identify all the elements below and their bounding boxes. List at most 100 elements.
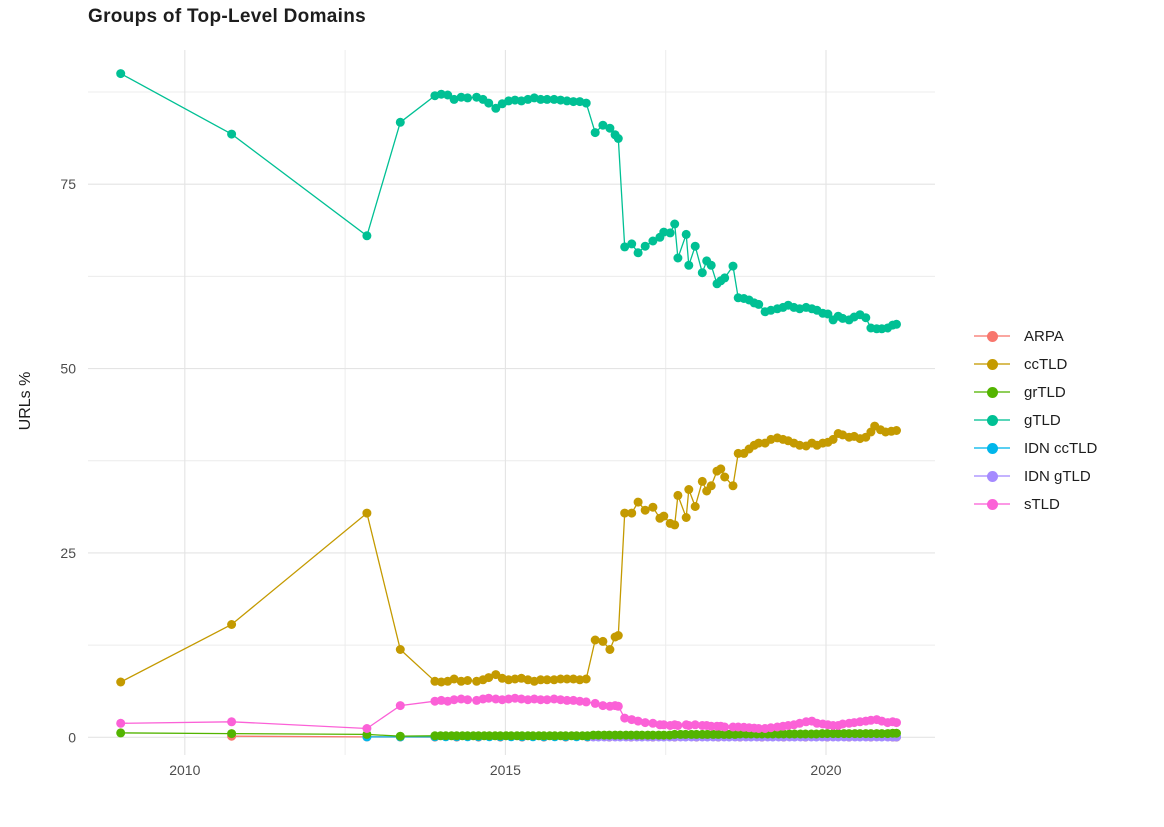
data-point (627, 239, 637, 249)
data-point (484, 98, 494, 108)
data-point (590, 128, 600, 138)
data-point (598, 701, 608, 711)
data-point (892, 426, 901, 435)
legend-key-dot (986, 414, 998, 426)
data-point (443, 90, 453, 100)
data-point (716, 464, 726, 474)
data-point (395, 731, 405, 741)
data-point (681, 513, 691, 522)
x-tick-label: 2015 (490, 762, 521, 778)
legend-label: IDN ccTLD (1024, 439, 1098, 457)
data-point (673, 490, 683, 500)
data-point (116, 677, 126, 687)
data-point (463, 695, 473, 705)
data-point (640, 718, 650, 728)
data-point (823, 309, 833, 319)
data-point (362, 231, 372, 241)
data-point (536, 94, 546, 104)
series-line (120, 425, 897, 683)
y-tick-label: 25 (60, 545, 76, 561)
data-point (633, 497, 643, 507)
data-point (562, 695, 572, 705)
legend-item-gTLD: gTLD (974, 406, 1097, 434)
data-point (670, 520, 680, 530)
legend-item-sTLD: sTLD (974, 490, 1097, 518)
data-point (227, 717, 237, 727)
data-point (581, 697, 591, 707)
data-point (542, 695, 552, 705)
data-point (720, 273, 730, 283)
legend-key-icon (974, 357, 1010, 371)
data-point (648, 236, 658, 246)
series-sTLD (116, 693, 901, 733)
x-tick-label: 2010 (169, 762, 200, 778)
data-point (536, 675, 546, 685)
series-line (120, 73, 897, 330)
data-point (568, 97, 578, 107)
x-tick-label: 2020 (810, 762, 841, 778)
data-point (562, 674, 572, 684)
chart-title: Groups of Top-Level Domains (88, 6, 366, 27)
data-point (640, 505, 650, 515)
y-tick-label: 75 (60, 176, 76, 192)
legend-label: sTLD (1024, 495, 1060, 513)
data-point (670, 219, 680, 229)
data-point (648, 502, 658, 512)
data-point (516, 694, 526, 704)
data-point (690, 502, 700, 511)
legend-key-icon (974, 413, 1010, 427)
data-point (754, 299, 764, 309)
data-point (362, 724, 372, 733)
legend-key-icon (974, 497, 1010, 511)
data-point (549, 94, 559, 104)
data-point (116, 728, 126, 738)
data-point (463, 93, 473, 103)
data-point (227, 129, 237, 139)
data-point (449, 695, 459, 705)
data-point (690, 241, 700, 251)
series-ccTLD (116, 421, 901, 687)
legend-key-dot (986, 442, 998, 454)
legend-key-dot (986, 386, 998, 398)
data-point (673, 721, 683, 730)
data-point (227, 729, 237, 739)
data-point (697, 268, 707, 278)
data-point (116, 69, 126, 79)
data-point (463, 676, 473, 685)
data-point (620, 713, 630, 723)
legend-key-icon (974, 441, 1010, 455)
data-point (633, 716, 643, 726)
legend-key-icon (974, 469, 1010, 483)
legend-item-IDN-ccTLD: IDN ccTLD (974, 434, 1097, 462)
data-point (706, 260, 716, 270)
data-point (620, 242, 630, 252)
y-axis-title: URLs % (17, 371, 34, 431)
data-point (395, 117, 405, 127)
legend-key-dot (986, 358, 998, 370)
legend-label: ARPA (1024, 327, 1064, 345)
data-point (681, 229, 691, 239)
legend-item-IDN-gTLD: IDN gTLD (974, 462, 1097, 490)
data-point (690, 720, 700, 730)
legend-key-dot (986, 498, 998, 510)
data-point (449, 94, 459, 104)
data-point (728, 261, 738, 271)
data-point (720, 472, 730, 482)
axis-tick-labels: 2010 2015 2020 0 25 50 75 (60, 176, 841, 778)
data-point (227, 620, 237, 629)
y-tick-label: 0 (68, 729, 76, 745)
data-point (892, 728, 901, 738)
data-point (484, 693, 494, 703)
legend-label: grTLD (1024, 383, 1066, 401)
data-point (633, 248, 643, 258)
data-point (665, 228, 675, 238)
legend-key-dot (986, 470, 998, 482)
data-point (754, 438, 764, 448)
data-point (556, 674, 566, 684)
data-point (861, 313, 871, 323)
data-point (116, 718, 126, 728)
data-point (590, 635, 600, 645)
data-point (613, 134, 623, 143)
